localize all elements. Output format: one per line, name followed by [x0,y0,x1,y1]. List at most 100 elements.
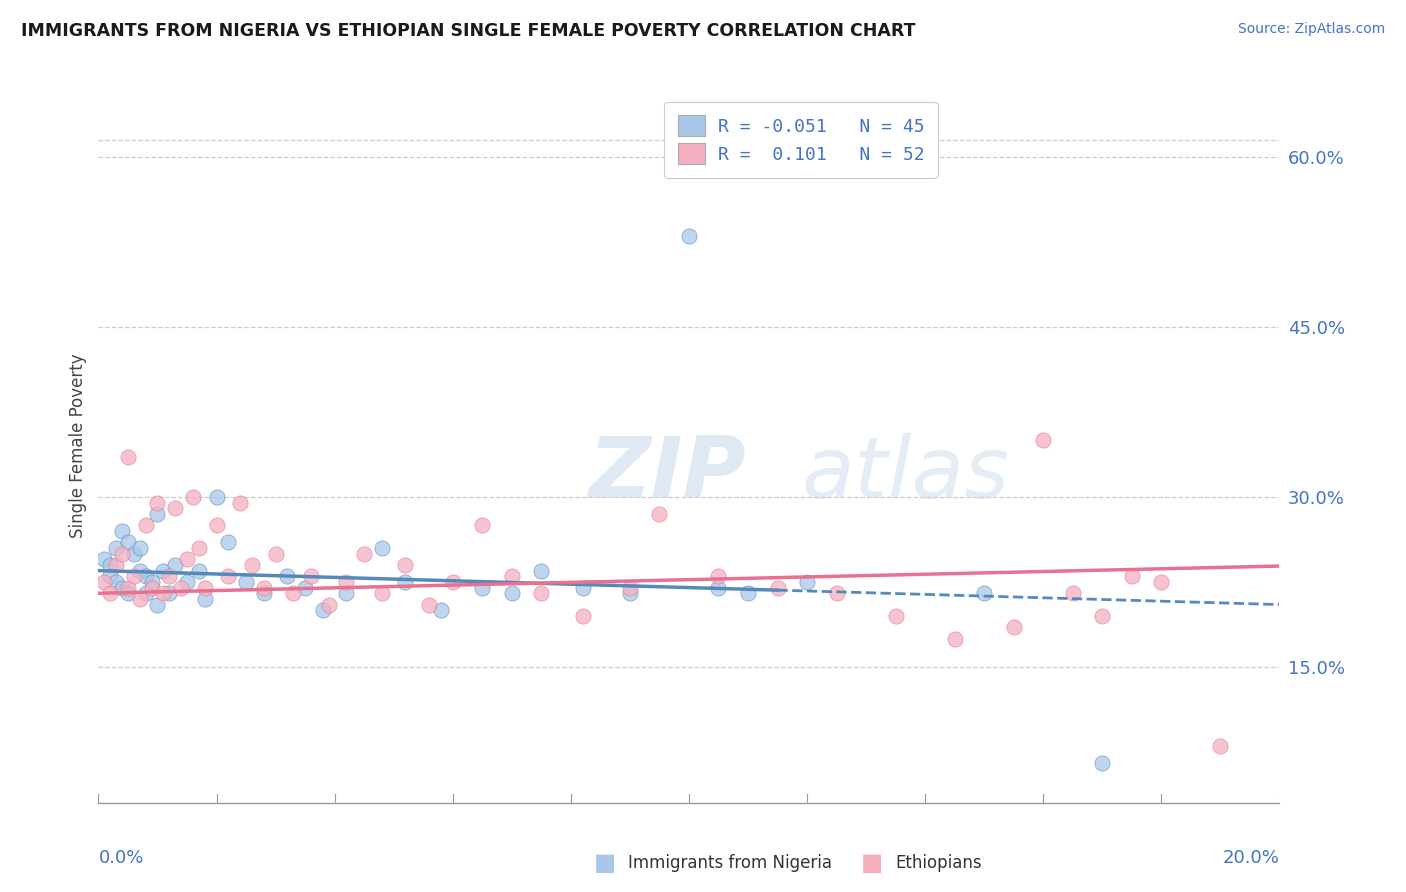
Point [128,591,150,606]
Point [152,564,174,578]
Point [766,581,789,595]
Y-axis label: Single Female Poverty: Single Female Poverty [69,354,87,538]
Point [229,495,252,509]
Point [1121,569,1143,583]
Point [335,574,357,589]
Point [117,535,139,549]
Point [194,591,217,606]
Point [235,574,257,589]
Text: Immigrants from Nigeria: Immigrants from Nigeria [628,855,832,872]
Point [707,569,730,583]
Point [165,501,187,516]
Point [294,581,316,595]
Text: ■: ■ [860,852,883,875]
Point [111,524,134,538]
Text: ■: ■ [593,852,616,875]
Point [1091,756,1114,771]
Point [394,558,416,572]
Point [122,547,145,561]
Point [648,507,671,521]
Point [1002,620,1025,634]
Point [205,490,228,504]
Point [176,574,198,589]
Point [205,518,228,533]
Point [111,581,134,595]
Point [796,574,818,589]
Point [884,608,907,623]
Point [146,598,169,612]
Point [430,603,453,617]
Point [181,490,204,504]
Point [105,574,128,589]
Point [283,586,305,600]
Point [318,598,340,612]
Point [1032,434,1054,448]
Point [335,586,357,600]
Text: IMMIGRANTS FROM NIGERIA VS ETHIOPIAN SINGLE FEMALE POVERTY CORRELATION CHART: IMMIGRANTS FROM NIGERIA VS ETHIOPIAN SIN… [21,22,915,40]
Point [441,574,464,589]
Point [619,586,641,600]
Point [105,541,128,555]
Point [418,598,440,612]
Point [371,586,394,600]
Point [93,552,115,566]
Point [571,581,593,595]
Point [117,581,139,595]
Point [1062,586,1084,600]
Text: 20.0%: 20.0% [1223,849,1279,867]
Point [530,586,553,600]
Point [253,586,276,600]
Point [135,518,157,533]
Point [187,541,209,555]
Point [1150,574,1173,589]
Point [501,586,523,600]
Point [1209,739,1232,754]
Point [394,574,416,589]
Point [707,581,730,595]
Point [501,569,523,583]
Point [111,547,134,561]
Point [571,608,593,623]
Point [176,552,198,566]
Text: Source: ZipAtlas.com: Source: ZipAtlas.com [1237,22,1385,37]
Point [98,569,121,583]
Point [194,581,217,595]
Point [117,450,139,465]
Point [122,569,145,583]
Point [93,574,115,589]
Point [264,547,287,561]
Point [217,569,239,583]
Point [1091,608,1114,623]
Point [240,558,263,572]
Text: atlas: atlas [801,433,1010,516]
Point [165,558,187,572]
Point [117,586,139,600]
Point [973,586,995,600]
Text: ZIP: ZIP [589,433,747,516]
Text: Ethiopians: Ethiopians [896,855,983,872]
Point [128,541,150,555]
Point [312,603,335,617]
Point [98,586,121,600]
Point [157,569,180,583]
Point [157,586,180,600]
Point [353,547,375,561]
Point [170,581,193,595]
Point [187,564,209,578]
Point [943,632,966,646]
Point [146,495,169,509]
Point [299,569,322,583]
Point [276,569,298,583]
Point [135,586,157,600]
Point [530,564,553,578]
Point [105,558,128,572]
Point [619,581,641,595]
Point [253,581,276,595]
Point [135,569,157,583]
Point [152,586,174,600]
Point [217,535,239,549]
Point [471,518,494,533]
Point [128,564,150,578]
Point [98,558,121,572]
Point [737,586,759,600]
